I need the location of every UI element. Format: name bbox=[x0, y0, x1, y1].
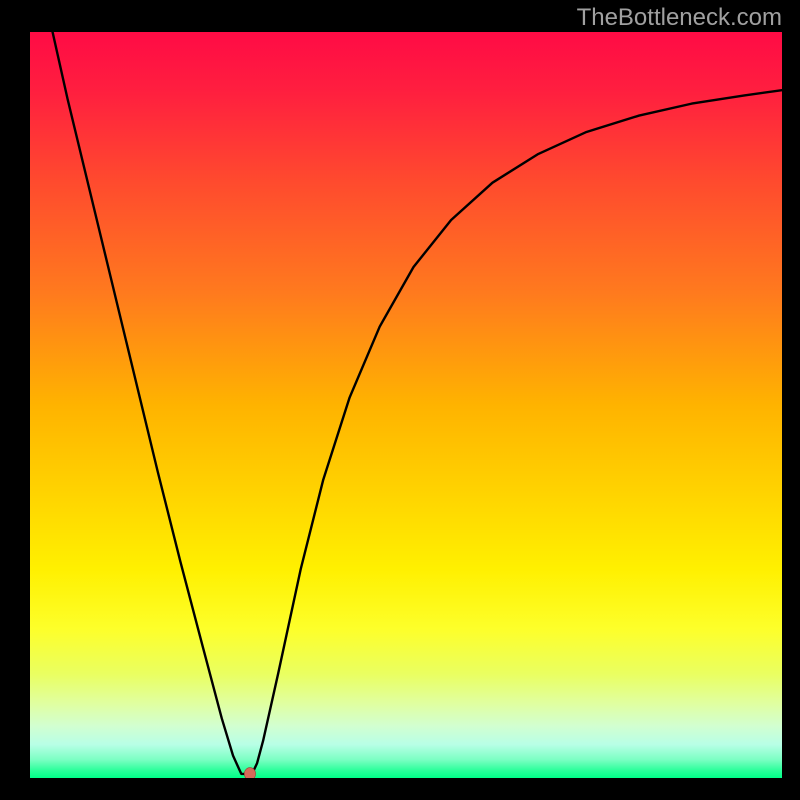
frame-bottom bbox=[0, 778, 800, 800]
chart-root: TheBottleneck.com bbox=[0, 0, 800, 800]
plot-area bbox=[30, 32, 782, 778]
watermark-text: TheBottleneck.com bbox=[577, 4, 782, 32]
frame-right bbox=[782, 0, 800, 800]
frame-left bbox=[0, 0, 30, 800]
optimal-point-marker bbox=[244, 768, 255, 778]
